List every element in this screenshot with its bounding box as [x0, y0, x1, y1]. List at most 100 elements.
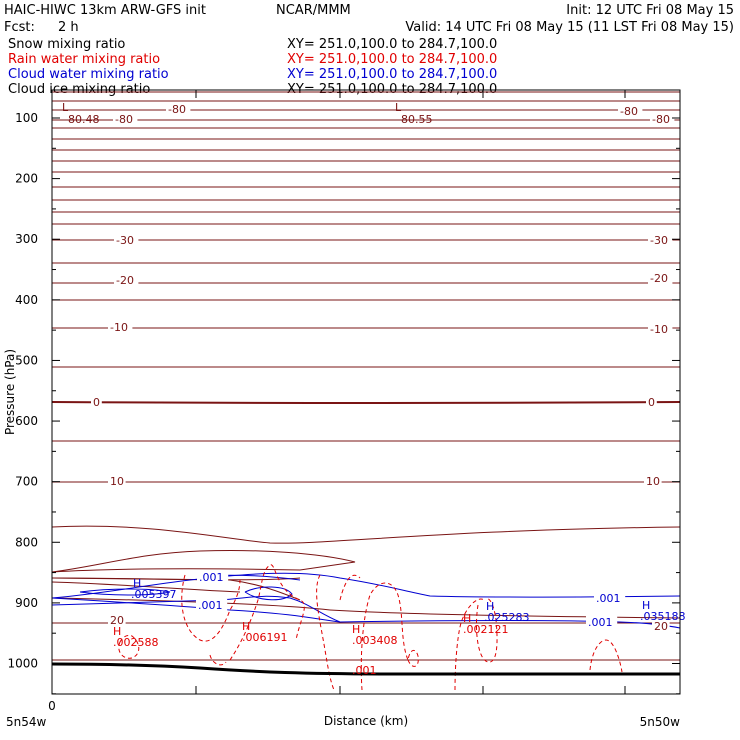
cloud-contour-value: .001: [198, 599, 223, 612]
temperature-label: 20: [110, 614, 124, 627]
y-tick-label: 600: [15, 414, 38, 428]
cloud-high-letter: H: [486, 600, 494, 613]
rain-high-letter: H: [242, 620, 250, 633]
cloud-high-value: .005397: [131, 588, 177, 601]
cloud-water-contour: [51, 572, 681, 599]
label-background: [114, 234, 139, 246]
rain-water-contour: [360, 582, 409, 691]
rain-high-letter: H: [352, 623, 360, 636]
rain-water-contour: [339, 574, 361, 601]
low-letter: L: [395, 101, 402, 114]
label-background: [652, 620, 670, 632]
x-tick-label: 0: [48, 699, 56, 713]
cloud-high-letter: H: [642, 599, 650, 612]
cloud-contour-value: .001: [588, 616, 613, 629]
rain-high-letter: H: [463, 612, 471, 625]
rain-water-contour: [181, 574, 241, 642]
cloud-contour-value: .001: [199, 571, 224, 584]
low-letter: L: [62, 101, 69, 114]
rain-high-letter: H: [113, 625, 121, 638]
low-value: -80.55: [397, 113, 432, 126]
y-axis-title: Pressure (hPa): [3, 349, 17, 435]
fcst-label: Fcst:: [4, 20, 35, 35]
y-tick-label: 1000: [7, 657, 38, 671]
rain-contour-value: .001: [352, 664, 377, 677]
cloud-water-contour: [51, 595, 681, 629]
rain-water-contour: [209, 654, 227, 666]
rain-high-value: .002588: [113, 636, 159, 649]
cloud-contour-value: .001: [596, 592, 621, 605]
y-tick-label: 700: [15, 475, 38, 489]
org-label: NCAR/MMM: [276, 3, 351, 18]
valid-time: Valid: 14 UTC Fri 08 May 15 (11 LST Fri …: [405, 20, 734, 35]
rain-water-contours: [118, 564, 623, 691]
y-tick-label: 300: [15, 232, 38, 246]
label-background: [108, 614, 126, 626]
temperature-contour: [51, 401, 681, 404]
rain-water-contour: [589, 639, 623, 673]
rain-high-value: .006191: [242, 631, 288, 644]
cloud-high-value: .035188: [640, 610, 686, 623]
model-title: HAIC-HIWC 13km ARW-GFS init: [4, 3, 206, 18]
label-background: [196, 599, 228, 611]
temperature-contour: [51, 581, 241, 593]
rain-water-contour: [454, 598, 485, 691]
temperature-label: -30: [116, 234, 134, 247]
cloud-water-contour: [79, 588, 171, 596]
label-background: [197, 571, 229, 583]
label-background: [114, 274, 139, 286]
ground-line: [51, 662, 680, 676]
label-background: [644, 475, 662, 487]
label-background: [586, 616, 618, 628]
x-end-right: 5n50w: [640, 715, 681, 729]
label-background: [618, 105, 643, 117]
label-background: [650, 113, 675, 125]
temperature-contours: [51, 91, 681, 661]
temperature-contour: [51, 549, 356, 573]
ground-surface: [51, 662, 680, 676]
x-axis-title: Distance (km): [324, 714, 408, 728]
field-xy: XY= 251.0,100.0 to 284.7,100.0: [287, 67, 497, 82]
temperature-label: -80: [168, 103, 186, 116]
temperature-label: -80: [652, 113, 670, 126]
x-end-left: 5n54w: [6, 715, 47, 729]
label-background: [646, 396, 657, 408]
rain-water-contour: [407, 650, 419, 667]
temperature-label: 10: [110, 475, 124, 488]
y-tick-label: 400: [15, 293, 38, 307]
rain-water-contour: [316, 574, 335, 691]
label-background: [113, 113, 138, 125]
label-background: [108, 475, 126, 487]
cloud-high-value: .025283: [484, 611, 530, 624]
init-time: Init: 12 UTC Fri 08 May 15: [566, 3, 734, 18]
label-background: [648, 272, 673, 284]
label-background: [648, 323, 673, 335]
chart-header: HAIC-HIWC 13km ARW-GFS init NCAR/MMM Init:…: [4, 3, 734, 97]
temperature-label: 10: [646, 475, 660, 488]
y-tick-label: 200: [15, 172, 38, 186]
label-background: [594, 592, 626, 604]
label-background: [648, 234, 673, 246]
temperature-label: -80: [115, 113, 133, 126]
temperature-label: -20: [650, 272, 668, 285]
rain-high-value: .003408: [352, 634, 398, 647]
rain-high-value: .002121: [463, 623, 509, 636]
y-tick-label: 500: [15, 353, 38, 367]
fcst-value: 2 h: [58, 20, 79, 35]
temperature-label: 0: [648, 396, 655, 409]
field-name: Snow mixing ratio: [8, 37, 125, 52]
temperature-label: -30: [650, 234, 668, 247]
temperature-label: -10: [110, 321, 128, 334]
field-xy: XY= 251.0,100.0 to 284.7,100.0: [287, 52, 497, 67]
cloud-high-letter: H: [133, 577, 141, 590]
plot-frame: [51, 89, 681, 695]
field-name: Rain water mixing ratio: [8, 52, 160, 67]
y-tick-label: 800: [15, 535, 38, 549]
temperature-label: -20: [116, 274, 134, 287]
temperature-label: 0: [93, 396, 100, 409]
cloud-water-contour: [244, 586, 293, 601]
label-background: [108, 321, 133, 333]
field-name: Cloud water mixing ratio: [8, 67, 169, 82]
